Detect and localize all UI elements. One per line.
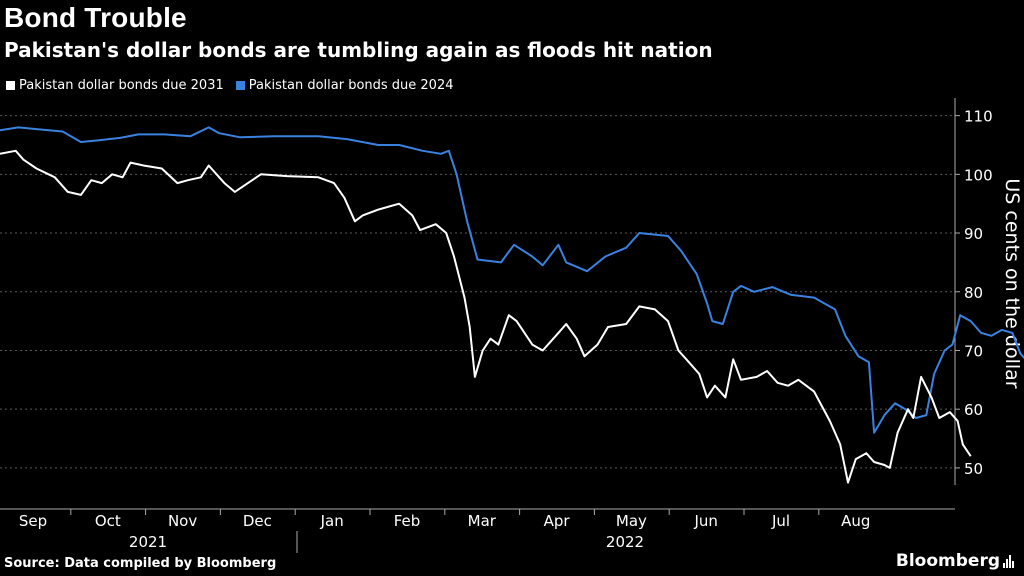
year-label-2021: 2021 (129, 533, 167, 551)
x-tick-label-jun: Jun (693, 512, 717, 530)
y-tick-label-50: 50 (964, 460, 983, 478)
x-tick-label-apr: Apr (544, 512, 571, 530)
x-tick-label-may: May (616, 512, 647, 530)
legend-item-2024: Pakistan dollar bonds due 2024 (235, 78, 454, 93)
y-tick-label-80: 80 (964, 284, 983, 302)
year-label-2022: 2022 (606, 533, 644, 551)
x-tick-label-jan: Jan (320, 512, 344, 530)
series-line-2024 (0, 126, 1024, 434)
source-note: Source: Data compiled by Bloomberg (4, 556, 277, 571)
legend-swatch-2031 (6, 81, 15, 90)
x-tick-label-aug: Aug (841, 512, 870, 530)
brand-name: Bloomberg (895, 551, 1000, 571)
legend-item-2031: Pakistan dollar bonds due 2031 (6, 78, 224, 93)
legend-swatch-2024 (235, 81, 245, 90)
y-tick-label-60: 60 (964, 401, 983, 419)
x-tick-label-dec: Dec (243, 512, 272, 530)
chart-title: Bond Trouble (4, 2, 187, 33)
legend-label-2031: Pakistan dollar bonds due 2031 (19, 78, 224, 93)
y-tick-label-90: 90 (964, 225, 983, 243)
legend-label-2024: Pakistan dollar bonds due 2024 (248, 78, 454, 93)
x-tick-label-jul: Jul (771, 512, 790, 530)
legend: Pakistan dollar bonds due 2031 Pakistan … (6, 78, 454, 93)
x-tick-label-feb: Feb (394, 512, 421, 530)
bloomberg-logo: Bloomberg (896, 551, 1014, 571)
series-line-2031 (0, 149, 972, 484)
y-tick-label-70: 70 (964, 342, 983, 360)
x-tick-label-oct: Oct (95, 512, 121, 530)
bar-chart-icon (1003, 554, 1014, 568)
y-tick-label-110: 110 (964, 108, 993, 126)
y-tick-label-100: 100 (964, 166, 993, 184)
chart-subtitle: Pakistan's dollar bonds are tumbling aga… (4, 38, 713, 62)
x-tick-label-mar: Mar (468, 512, 497, 530)
x-tick-label-nov: Nov (168, 512, 197, 530)
x-tick-label-sep: Sep (19, 512, 47, 530)
y-axis-label: US cents on the dollar (1001, 178, 1023, 388)
